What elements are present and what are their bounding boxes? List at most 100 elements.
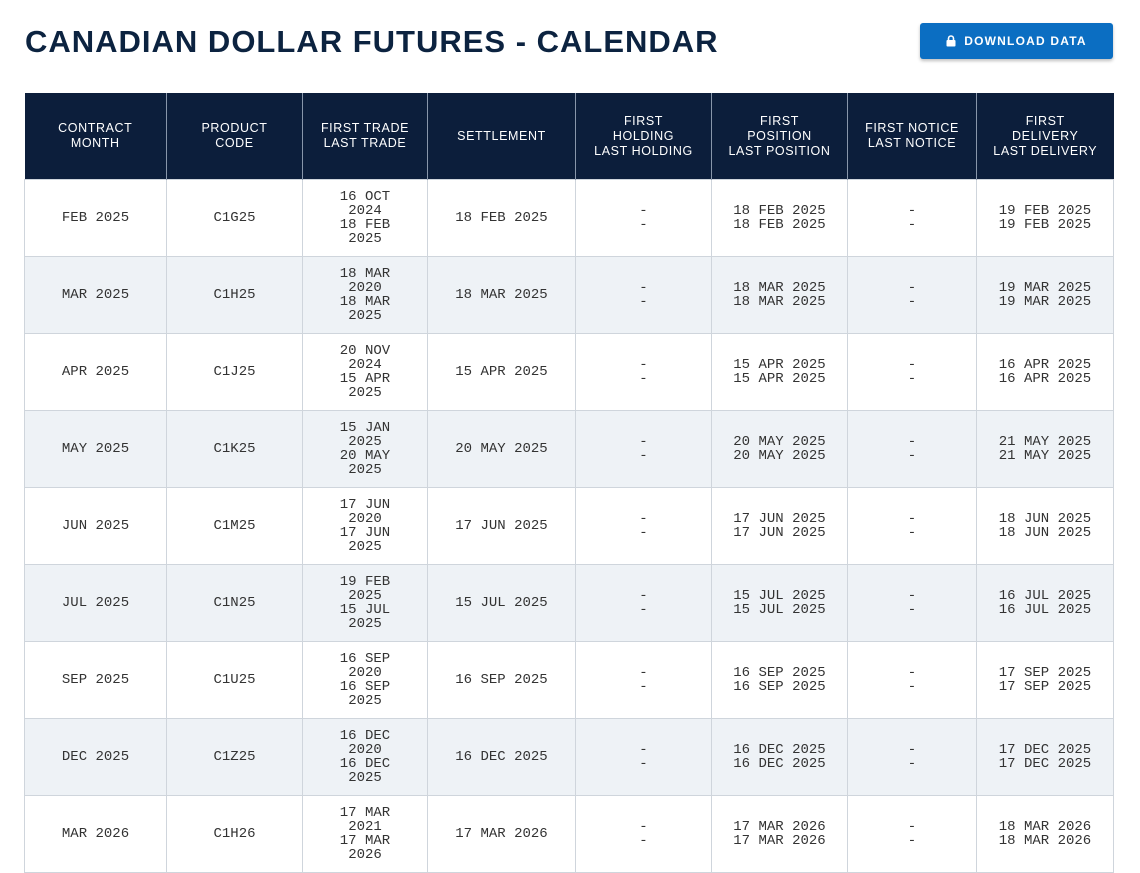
first-last-trade-cell-line: 20 NOV — [339, 343, 391, 359]
product-code-cell: C1M25 — [166, 487, 303, 565]
first-last-holding-cell: -- — [575, 333, 712, 411]
first-last-trade-cell-line: 2020 — [348, 742, 382, 758]
first-last-holding-cell-line: - — [639, 819, 648, 835]
first-last-delivery-cell: 18 MAR 2026 18 MAR 2026 — [976, 795, 1114, 873]
settlement-cell: 18 FEB 2025 — [427, 179, 576, 257]
first-last-position-cell-line: 17 MAR 2026 — [733, 833, 826, 849]
first-last-trade-cell-line: 2025 — [348, 434, 382, 450]
first-last-holding-cell-line: - — [639, 448, 648, 464]
column-header-text: MONTH — [70, 136, 120, 150]
first-last-trade-cell-line: 2025 — [348, 231, 382, 247]
contract-month-cell: MAR 2026 — [24, 795, 167, 873]
first-last-position-cell: 16 DEC 2025 16 DEC 2025 — [711, 718, 848, 796]
table-row: FEB 2025 C1G25 16 OCT 2024 18 FEB 2025 18 FEB … — [24, 179, 1114, 257]
download-data-button[interactable]: DOWNLOAD DATA — [920, 23, 1113, 59]
settlement-cell: 16 SEP 2025 — [427, 641, 576, 719]
column-header-first-last-delivery: FIRST DELIVERY LAST DELIVERY — [976, 93, 1114, 180]
first-last-trade-cell: 15 JAN 2025 20 MAY 2025 — [302, 410, 428, 488]
first-last-holding-cell-line: - — [639, 294, 648, 310]
contract-month-cell: MAR 2025 — [24, 256, 167, 334]
first-last-trade-cell-line: 2025 — [348, 308, 382, 324]
table-row: MAY 2025 C1K25 15 JAN 2025 20 MAY 2025 20 MAY … — [24, 410, 1114, 488]
first-last-position-cell: 17 MAR 2026 17 MAR 2026 — [711, 795, 848, 873]
first-last-trade-cell-line: 18 MAR — [339, 266, 391, 282]
settlement-cell: 17 JUN 2025 — [427, 487, 576, 565]
column-header-text: CODE — [215, 136, 254, 150]
first-last-trade-cell: 18 MAR 2020 18 MAR 2025 — [302, 256, 428, 334]
column-header-text: CONTRACT — [58, 121, 133, 135]
first-last-notice-cell: -- — [847, 795, 977, 873]
table-row: DEC 2025 C1Z25 16 DEC 2020 16 DEC 2025 16 DEC … — [24, 718, 1114, 796]
first-last-notice-cell-line: - — [907, 294, 917, 310]
first-last-notice-cell-line: - — [907, 833, 917, 849]
first-last-trade-cell-line: 2025 — [348, 588, 382, 604]
first-last-trade-cell-line: 16 SEP — [339, 679, 391, 695]
first-last-notice-cell-line: - — [907, 525, 917, 541]
first-last-trade-cell: 17 JUN 2020 17 JUN 2025 — [302, 487, 428, 565]
first-last-delivery-cell: 18 JUN 2025 18 JUN 2025 — [976, 487, 1114, 565]
column-header-settlement: SETTLEMENT — [427, 93, 576, 180]
first-last-notice-cell-line: - — [907, 679, 917, 695]
column-header-text: FIRST NOTICE — [865, 121, 959, 135]
column-header-text: HOLDING — [612, 128, 675, 143]
first-last-trade-cell-line: 17 MAR — [339, 805, 391, 821]
first-last-trade-cell-line: 15 JAN — [339, 420, 391, 436]
first-last-trade-cell: 16 OCT 2024 18 FEB 2025 — [302, 179, 428, 257]
first-last-holding-cell: -- — [575, 795, 712, 873]
first-last-trade-cell-line: 18 MAR — [339, 294, 391, 310]
first-last-notice-cell-line: - — [907, 588, 917, 604]
settlement-cell: 15 JUL 2025 — [427, 564, 576, 642]
settlement-cell: 20 MAY 2025 — [427, 410, 576, 488]
first-last-delivery-cell-line: 21 MAY 2025 — [998, 448, 1092, 464]
column-header-first-last-trade: FIRST TRADE LAST TRADE — [302, 93, 428, 180]
first-last-position-cell-line: 17 JUN 2025 — [733, 511, 826, 527]
first-last-position-cell-line: 20 MAY 2025 — [733, 448, 826, 464]
first-last-position-cell: 15 APR 2025 15 APR 2025 — [711, 333, 848, 411]
first-last-delivery-cell-line: 17 DEC 2025 — [998, 756, 1092, 772]
first-last-trade-cell-line: 2025 — [348, 385, 382, 401]
first-last-notice-cell-line: - — [907, 742, 917, 758]
first-last-notice-cell: -- — [847, 410, 977, 488]
first-last-position-cell-line: 15 APR 2025 — [733, 357, 826, 373]
first-last-delivery-cell: 17 SEP 2025 17 SEP 2025 — [976, 641, 1114, 719]
column-header-text: FIRST — [1025, 113, 1065, 128]
first-last-position-cell-line: 18 MAR 2025 — [733, 294, 826, 310]
table-row: MAR 2026 C1H26 17 MAR 2021 17 MAR 2026 17 MAR … — [24, 795, 1114, 873]
contract-month-cell: JUN 2025 — [24, 487, 167, 565]
table-row: MAR 2025 C1H25 18 MAR 2020 18 MAR 2025 18 MAR … — [24, 256, 1114, 334]
product-code-cell: C1H26 — [166, 795, 303, 873]
product-code-cell: C1Z25 — [166, 718, 303, 796]
first-last-position-cell: 15 JUL 2025 15 JUL 2025 — [711, 564, 848, 642]
column-header-text: LAST HOLDING — [594, 143, 693, 158]
first-last-notice-cell-line: - — [907, 434, 917, 450]
first-last-notice-cell: -- — [847, 564, 977, 642]
column-header-text: PRODUCT — [201, 121, 268, 135]
first-last-delivery-cell-line: 16 JUL 2025 — [998, 588, 1092, 604]
first-last-position-cell-line: 15 JUL 2025 — [733, 602, 826, 618]
first-last-trade-cell: 20 NOV 2024 15 APR 2025 — [302, 333, 428, 411]
calendar-table: CONTRACT MONTH PRODUCT CODE FIRST TRADE LAST … — [24, 93, 1114, 873]
table-row: SEP 2025 C1U25 16 SEP 2020 16 SEP 2025 16 SEP … — [24, 641, 1114, 719]
column-header-text: LAST TRADE — [323, 136, 407, 150]
table-body: FEB 2025 C1G25 16 OCT 2024 18 FEB 2025 18 FEB … — [24, 179, 1114, 873]
first-last-trade-cell-line: 2025 — [348, 770, 382, 786]
first-last-delivery-cell-line: 21 MAY 2025 — [998, 434, 1092, 450]
first-last-delivery-cell: 19 FEB 2025 19 FEB 2025 — [976, 179, 1114, 257]
product-code-cell: C1G25 — [166, 179, 303, 257]
first-last-holding-cell: -- — [575, 410, 712, 488]
first-last-delivery-cell: 21 MAY 2025 21 MAY 2025 — [976, 410, 1114, 488]
first-last-trade-cell: 16 DEC 2020 16 DEC 2025 — [302, 718, 428, 796]
product-code-cell: C1J25 — [166, 333, 303, 411]
column-header-first-last-notice: FIRST NOTICE LAST NOTICE — [847, 93, 977, 180]
column-header-product-code: PRODUCT CODE — [166, 93, 303, 180]
first-last-delivery-cell-line: 17 SEP 2025 — [998, 679, 1092, 695]
first-last-holding-cell-line: - — [639, 756, 648, 772]
first-last-position-cell-line: 16 SEP 2025 — [733, 665, 826, 681]
first-last-holding-cell-line: - — [639, 679, 648, 695]
first-last-delivery-cell-line: 18 MAR 2026 — [998, 819, 1092, 835]
first-last-delivery-cell-line: 17 DEC 2025 — [998, 742, 1092, 758]
first-last-notice-cell-line: - — [907, 357, 917, 373]
first-last-trade-cell-line: 2025 — [348, 462, 382, 478]
contract-month-cell: DEC 2025 — [24, 718, 167, 796]
column-header-text: FIRST TRADE — [320, 121, 410, 135]
